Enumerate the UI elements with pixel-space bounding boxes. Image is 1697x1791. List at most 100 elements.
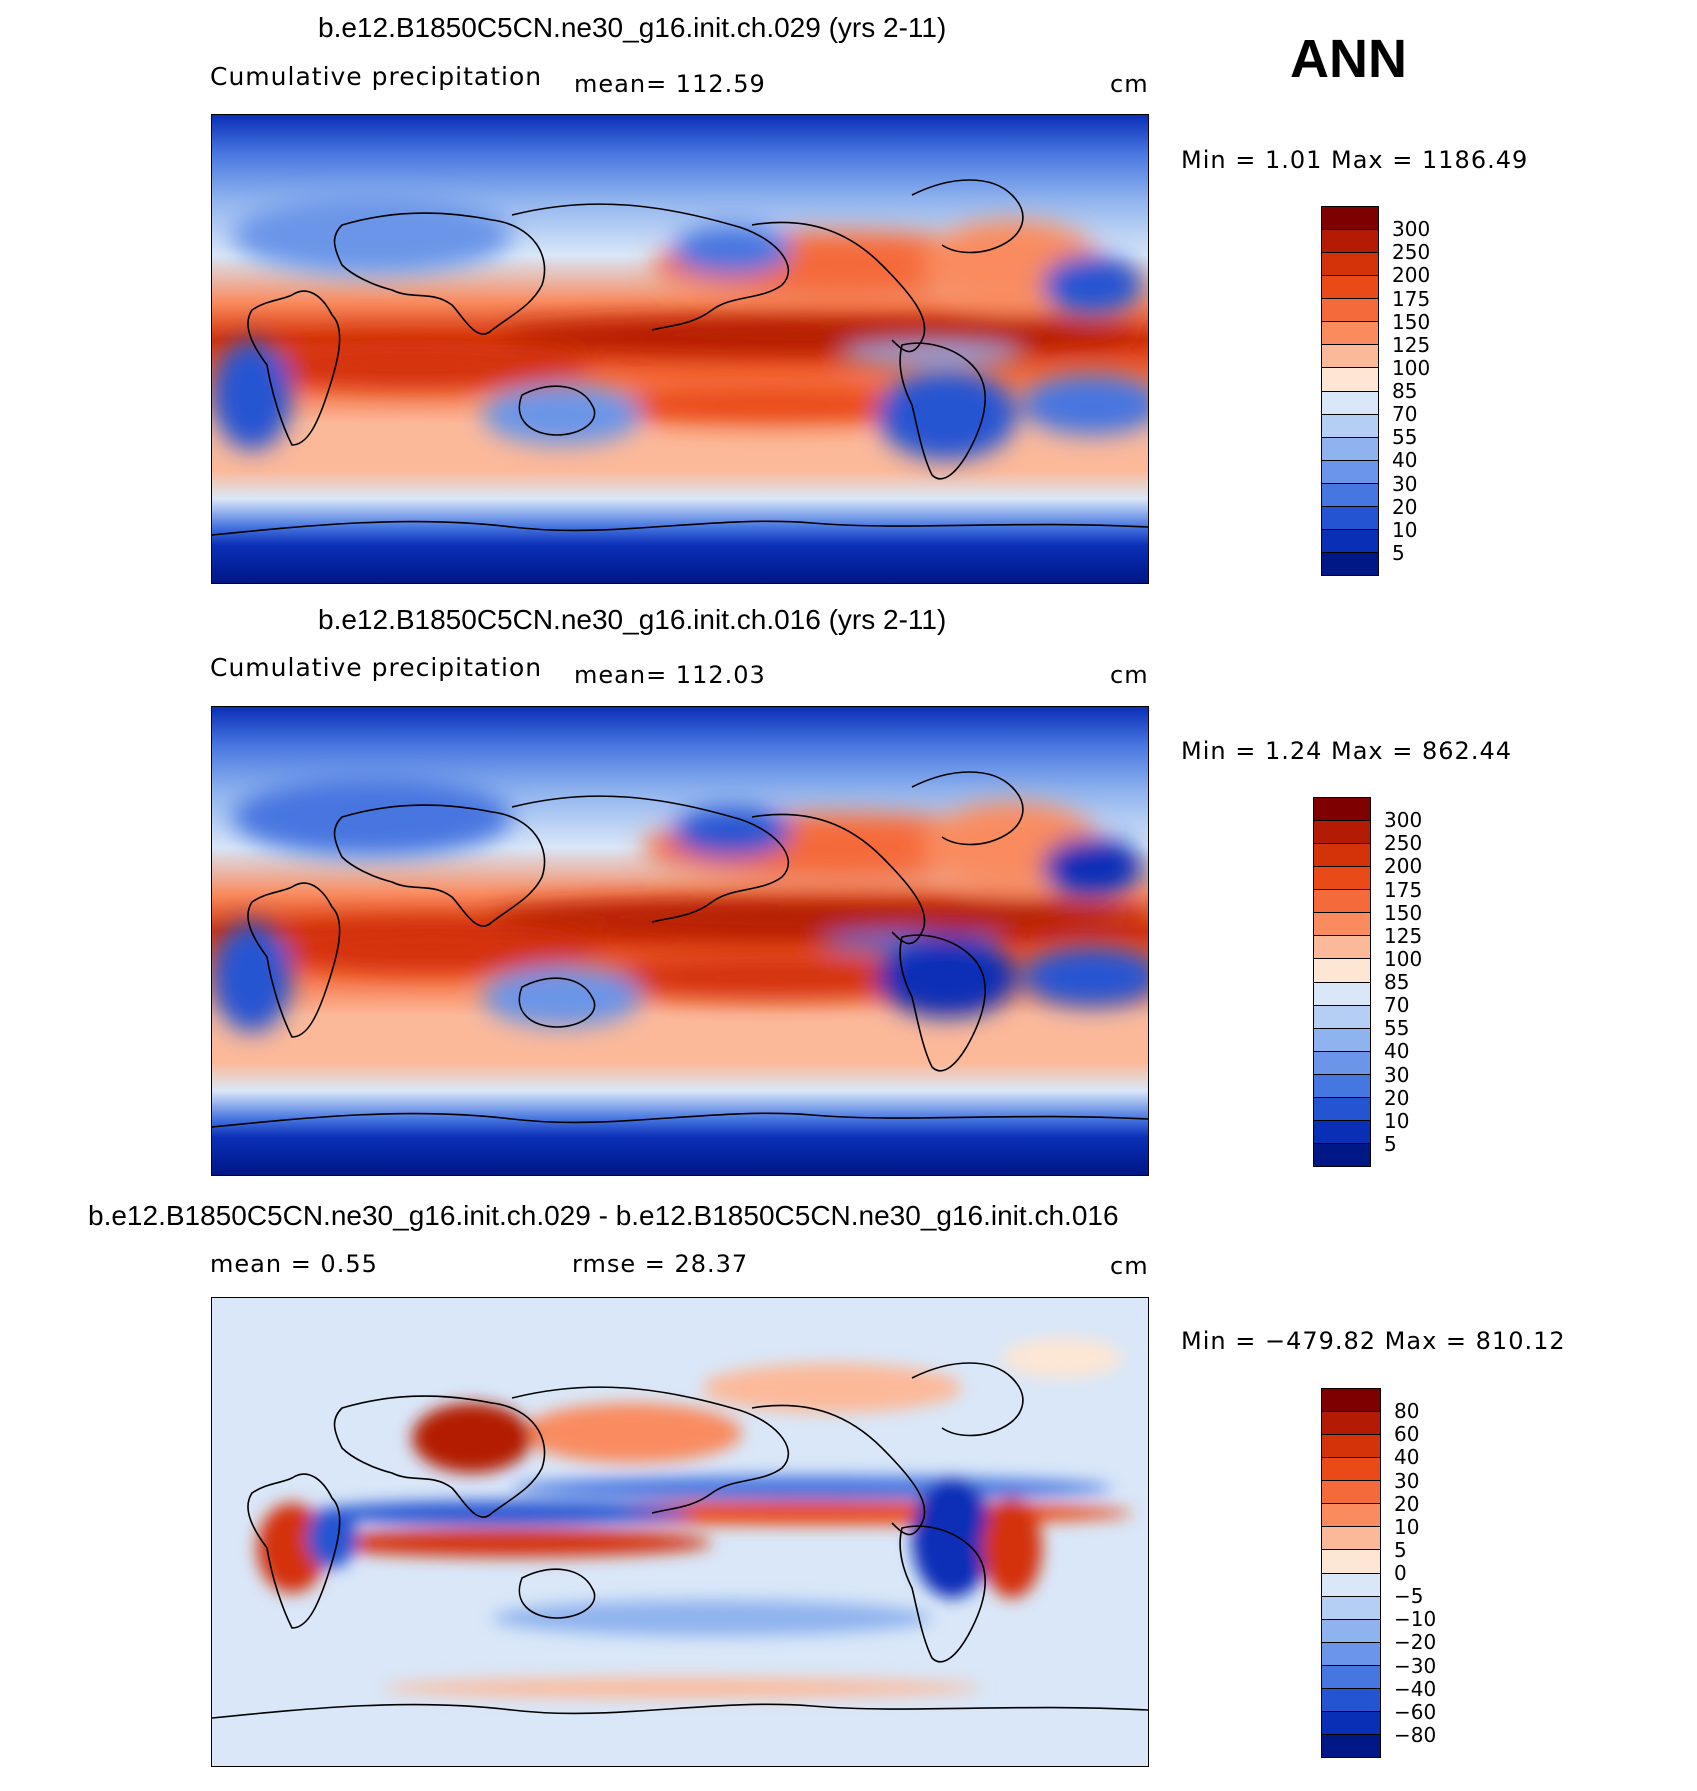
panel-1-mean-label: mean= 112.59: [574, 70, 766, 98]
colorbar-swatch: [1314, 1051, 1370, 1075]
colorbar-tick-label: 175: [1384, 877, 1423, 902]
colorbar-swatch: [1314, 844, 1370, 868]
colorbar-swatch: [1322, 460, 1378, 484]
colorbar-swatch: [1314, 821, 1370, 845]
colorbar-swatch: [1322, 552, 1378, 575]
panel-3-difference-field: [212, 1298, 1148, 1766]
colorbar-tick-label: 175: [1392, 286, 1431, 311]
colorbar-tick-label: 5: [1392, 540, 1405, 565]
colorbar-tick-label: 85: [1384, 970, 1410, 994]
colorbar-swatch: [1314, 959, 1370, 983]
colorbar-swatch: [1322, 437, 1378, 461]
colorbar-tick-label: 70: [1384, 993, 1410, 1018]
panel-2-precip-field: [212, 707, 1148, 1175]
colorbar-swatch: [1322, 1573, 1380, 1597]
colorbar-swatch: [1322, 1504, 1380, 1528]
panel-1-precip-field: [212, 115, 1148, 583]
colorbar-tick-label: 100: [1392, 355, 1431, 380]
colorbar-swatch: [1322, 1481, 1380, 1505]
colorbar-swatch: [1314, 1143, 1370, 1166]
colorbar-tick-label: 150: [1384, 900, 1423, 925]
panel-1-minmax: Min = 1.01 Max = 1186.49: [1181, 146, 1529, 174]
colorbar-tick-label: 200: [1392, 263, 1431, 288]
colorbar-tick-label: 20: [1392, 494, 1418, 519]
colorbar-swatch: [1322, 207, 1378, 231]
panel-2-units: cm: [1110, 661, 1149, 689]
panel-2-title: b.e12.B1850C5CN.ne30_g16.init.ch.016 (yr…: [318, 604, 947, 635]
colorbar-tick-label: 150: [1392, 309, 1431, 334]
colorbar-tick-label: −80: [1394, 1722, 1437, 1747]
panel-3-colorbar: [1321, 1388, 1381, 1758]
panel-3-minmax: Min = −479.82 Max = 810.12: [1181, 1327, 1566, 1355]
colorbar-swatch: [1322, 1412, 1380, 1436]
colorbar-swatch: [1322, 1688, 1380, 1712]
colorbar-swatch: [1322, 529, 1378, 553]
panel-1-units: cm: [1110, 70, 1149, 98]
colorbar-swatch: [1322, 345, 1378, 369]
colorbar-swatch: [1314, 890, 1370, 914]
colorbar-swatch: [1322, 1642, 1380, 1666]
colorbar-tick-label: 30: [1384, 1062, 1410, 1087]
colorbar-tick-label: 5: [1384, 1131, 1397, 1156]
colorbar-tick-label: 125: [1384, 923, 1423, 948]
panel-2-minmax: Min = 1.24 Max = 862.44: [1181, 737, 1512, 765]
colorbar-tick-label: 250: [1384, 831, 1423, 856]
colorbar-tick-label: 55: [1384, 1016, 1410, 1041]
colorbar-swatch: [1322, 1619, 1380, 1643]
colorbar-swatch: [1314, 867, 1370, 891]
colorbar-tick-label: 200: [1384, 854, 1423, 879]
panel-1-colorbar-ticks: 300 250 200 175 150 125 100 85 70 55 40 30 20 10 5: [1392, 206, 1472, 576]
colorbar-swatch: [1314, 1074, 1370, 1098]
colorbar-swatch: [1322, 1596, 1380, 1620]
colorbar-tick-label: 5: [1394, 1537, 1407, 1562]
colorbar-swatch: [1322, 1734, 1380, 1757]
colorbar-tick-label: 30: [1394, 1468, 1420, 1493]
colorbar-tick-label: 20: [1384, 1085, 1410, 1110]
panel-1-colorbar: [1321, 206, 1379, 576]
panel-3-title: b.e12.B1850C5CN.ne30_g16.init.ch.029 - b…: [88, 1200, 1119, 1231]
colorbar-tick-label: 0: [1394, 1561, 1407, 1585]
colorbar-tick-label: −10: [1394, 1607, 1437, 1632]
colorbar-tick-label: 85: [1392, 379, 1418, 403]
colorbar-swatch: [1322, 414, 1378, 438]
colorbar-tick-label: 10: [1384, 1108, 1410, 1133]
colorbar-swatch: [1322, 1389, 1380, 1413]
panel-2-map: [211, 706, 1149, 1176]
panel-3-units: cm: [1110, 1252, 1149, 1280]
colorbar-swatch: [1322, 276, 1378, 300]
colorbar-swatch: [1314, 1120, 1370, 1144]
colorbar-tick-label: 10: [1392, 517, 1418, 542]
panel-2-variable-label: Cumulative precipitation: [210, 653, 543, 682]
panel-1-map: [211, 114, 1149, 584]
colorbar-tick-label: 100: [1384, 946, 1423, 971]
colorbar-swatch: [1314, 1005, 1370, 1029]
colorbar-swatch: [1322, 506, 1378, 530]
colorbar-tick-label: −5: [1394, 1584, 1424, 1609]
panel-3-map: [211, 1297, 1149, 1767]
colorbar-swatch: [1314, 1097, 1370, 1121]
colorbar-swatch: [1322, 483, 1378, 507]
colorbar-tick-label: −60: [1394, 1699, 1437, 1724]
panel-3-mean-label: mean = 0.55: [210, 1250, 378, 1278]
colorbar-swatch: [1314, 913, 1370, 937]
panel-2-colorbar-ticks: 300 250 200 175 150 125 100 85 70 55 40 30 20 10 5: [1384, 797, 1464, 1167]
colorbar-tick-label: 80: [1394, 1399, 1420, 1424]
season-label: ANN: [1290, 29, 1407, 89]
colorbar-tick-label: −30: [1394, 1653, 1437, 1678]
colorbar-tick-label: 55: [1392, 425, 1418, 450]
panel-1-title: b.e12.B1850C5CN.ne30_g16.init.ch.029 (yr…: [318, 12, 947, 43]
colorbar-swatch: [1322, 391, 1378, 415]
colorbar-swatch: [1314, 1028, 1370, 1052]
colorbar-swatch: [1314, 982, 1370, 1006]
colorbar-tick-label: −40: [1394, 1676, 1437, 1701]
colorbar-swatch: [1322, 299, 1378, 323]
colorbar-tick-label: 300: [1392, 217, 1431, 242]
colorbar-swatch: [1322, 322, 1378, 346]
colorbar-tick-label: 40: [1394, 1445, 1420, 1470]
colorbar-swatch: [1314, 936, 1370, 960]
panel-1-variable-label: Cumulative precipitation: [210, 62, 543, 91]
panel-2-colorbar: [1313, 797, 1371, 1167]
colorbar-tick-label: −20: [1394, 1630, 1437, 1655]
colorbar-tick-label: 125: [1392, 332, 1431, 357]
colorbar-tick-label: 40: [1384, 1039, 1410, 1064]
